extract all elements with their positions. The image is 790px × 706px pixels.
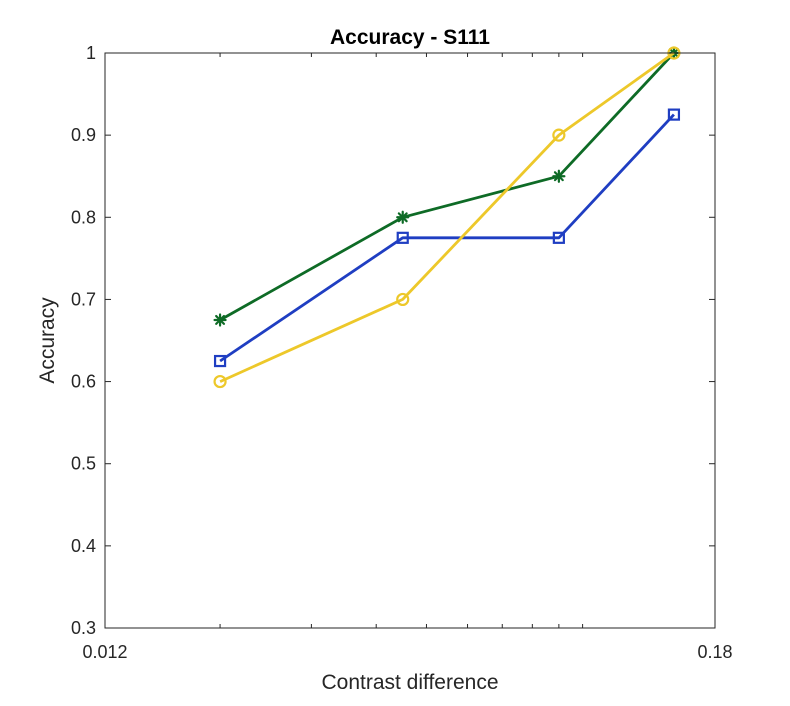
data-point-circle (396, 292, 410, 307)
data-point-square (396, 231, 409, 244)
plot-area (105, 53, 715, 628)
y-tick-label: 0.9 (71, 125, 96, 145)
data-point-asterisk (396, 210, 410, 224)
data-point-square (213, 354, 227, 368)
y-axis-label: Accuracy (36, 297, 59, 384)
axes-box (104, 52, 716, 629)
y-tick-label: 0.5 (71, 454, 96, 474)
x-tick-label: 0.012 (82, 642, 127, 662)
y-tick-label: 0.8 (71, 207, 96, 227)
y-tick-label: 0.6 (71, 372, 96, 392)
data-point-asterisk (552, 169, 566, 183)
data-point-square (552, 231, 565, 244)
x-axis-label: Contrast difference (321, 671, 498, 694)
chart-title: Accuracy - S111 (330, 26, 490, 49)
x-tick-label: 0.18 (697, 642, 732, 662)
tick-labels: 0.3 0.4 0.5 0.6 0.7 0.8 0.9 1 0.012 0.18 (71, 43, 733, 662)
y-tick-label: 0.7 (71, 289, 96, 309)
data-point-asterisk (213, 313, 227, 327)
y-tick-label: 1 (86, 43, 96, 63)
asterisk-stroke (215, 314, 226, 325)
data-point-circle (213, 374, 227, 389)
series-layer (213, 46, 681, 389)
y-tick-label: 0.4 (71, 536, 96, 556)
asterisk-stroke (553, 171, 564, 182)
data-point-circle (552, 128, 566, 142)
data-point-square (667, 108, 681, 121)
series-line-2 (219, 113, 675, 363)
asterisk-stroke (397, 212, 408, 223)
y-tick-label: 0.3 (71, 618, 96, 638)
series-line-3 (219, 51, 675, 383)
series-line-1 (219, 52, 675, 322)
